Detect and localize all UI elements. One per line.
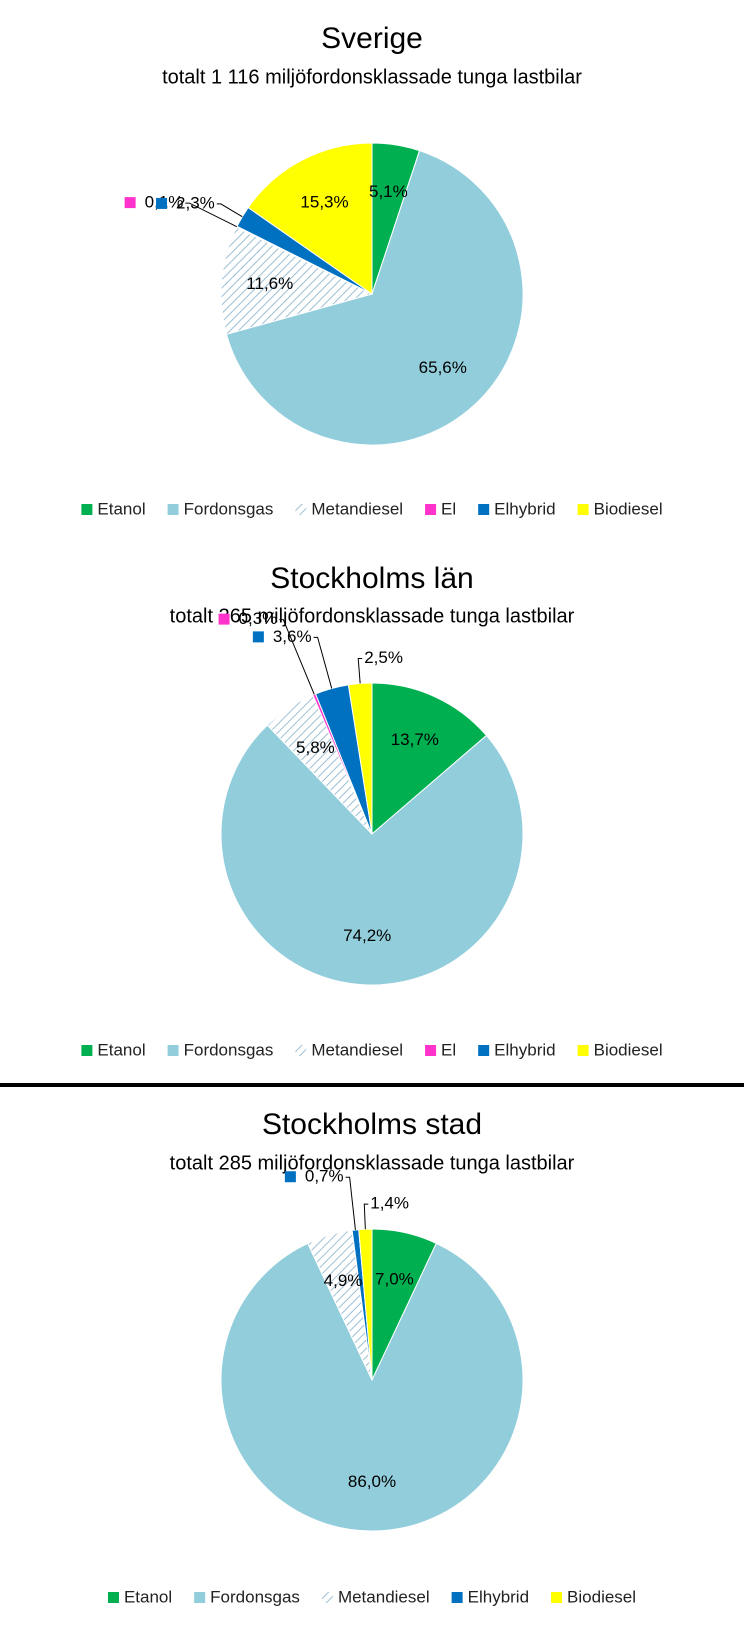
legend-key [194,1592,206,1603]
legend-label: Metandiesel [311,499,403,518]
pie-slice [220,724,524,986]
legend-label: Elhybrid [494,1040,555,1059]
legend-item: Etanol [81,499,146,518]
data-label: 5,8% [296,738,335,757]
legend-label: Metandiesel [311,1040,403,1059]
leader-line [357,658,363,684]
legend-label: El [441,1040,456,1059]
pie-slice [247,142,373,295]
legend-label: Etanol [124,1587,172,1606]
legend-label: Fordonsgas [184,1040,274,1059]
legend-key [321,1592,333,1603]
legend-key [478,1045,490,1056]
legend-key [451,1592,463,1603]
leader-line [279,619,315,695]
chart-subtitle: totalt 285 miljöfordonsklassade tunga la… [170,1152,575,1174]
legend-item: Biodiesel [577,499,663,518]
data-label: 4,9% [324,1271,363,1290]
data-label: 3,6% [273,627,312,646]
label-key [252,631,264,643]
data-label: 1,4% [370,1194,409,1213]
legend-item: Fordonsgas [167,1040,274,1059]
data-label: 74,2% [343,926,391,945]
legend-key [295,1045,307,1056]
data-label: 13,7% [391,730,439,749]
legend-key [577,504,589,515]
legend-key [551,1592,563,1603]
chart-title: Stockholms län [270,562,473,595]
data-label: 11,6% [246,274,293,293]
leader-line [345,1176,356,1230]
legend-label: Fordonsgas [184,499,274,518]
chart-subtitle: totalt 1 116 miljöfordonsklassade tunga … [162,66,582,88]
data-label: 86,0% [348,1472,396,1491]
legend-item: Etanol [107,1587,172,1606]
label-key [156,197,168,209]
pie-slice [371,682,488,836]
legend-item: El [425,499,456,518]
pie-slice [225,150,524,446]
legend-key [425,1045,437,1056]
legend-label: Fordonsgas [210,1587,300,1606]
label-key [284,1171,296,1183]
data-label: 5,1% [369,182,408,201]
data-label: 15,3% [300,192,348,211]
legend-key [478,504,490,515]
legend-label: Biodiesel [567,1587,636,1606]
leader-line [313,636,333,689]
legend-key [167,1045,179,1056]
leader-line [216,203,243,218]
legend-item: Metandiesel [321,1587,430,1606]
leader-line [185,202,238,228]
legend-item: Metandiesel [295,1040,403,1059]
data-label: 65,6% [419,358,467,377]
legend-item: Elhybrid [451,1587,529,1606]
legend-label: Metandiesel [338,1587,430,1606]
legend-item: El [425,1040,456,1059]
legend-item: Fordonsgas [194,1587,300,1606]
legend-label: Elhybrid [494,499,555,518]
chart-title: Sverige [321,22,423,55]
legend-item: Etanol [81,1040,146,1059]
data-label: 2,3% [176,193,215,212]
legend-key [81,504,93,515]
chart-subtitle: totalt 365 miljöfordonsklassade tunga la… [170,605,575,627]
legend-item: Fordonsgas [167,499,274,518]
legend-label: Biodiesel [594,499,663,518]
leader-line [363,1203,369,1230]
pie-slice [220,226,374,335]
label-key [218,613,230,625]
data-label: 0,7% [305,1167,344,1186]
legend-item: Biodiesel [577,1040,663,1059]
legend-key [81,1045,93,1056]
data-label: 0,3% [239,609,278,628]
label-key [124,197,136,209]
legend-key [107,1592,119,1603]
data-label: 2,5% [364,648,403,667]
legend-label: Etanol [97,1040,145,1059]
legend-key [577,1045,589,1056]
data-label: 7,0% [375,1269,414,1288]
legend-label: Elhybrid [468,1587,529,1606]
pie-slice [220,1242,524,1532]
legend-key [425,504,437,515]
legend-label: Etanol [97,499,145,518]
legend-key [295,504,307,515]
legend-item: Elhybrid [478,1040,556,1059]
legend-label: Biodiesel [594,1040,663,1059]
chart-title: Stockholms stad [262,1108,482,1141]
legend-label: El [441,499,456,518]
legend-key [167,504,179,515]
legend-item: Elhybrid [478,499,556,518]
legend-item: Biodiesel [551,1587,636,1606]
legend-item: Metandiesel [295,499,403,518]
